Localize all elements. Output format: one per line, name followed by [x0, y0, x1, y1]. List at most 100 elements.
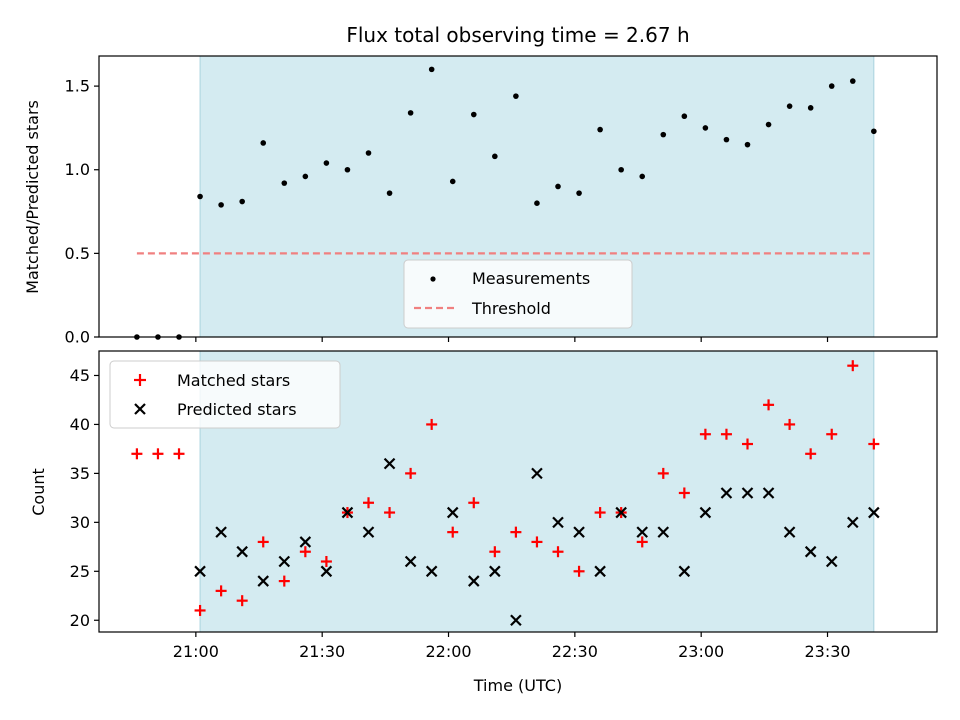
predicted-stars-point	[362, 526, 375, 538]
matched-stars-point	[847, 360, 859, 372]
count-panel: 20 25 30 35 40 45 21:00 21:30 22:00 22:30 23:00 23…	[29, 350, 938, 695]
matched-stars-point	[363, 497, 375, 509]
matched-stars-point	[573, 565, 585, 577]
measurement-point	[492, 153, 498, 160]
matched-stars-point	[699, 428, 711, 440]
xtick-label: 21:00	[173, 642, 219, 661]
matched-stars-point	[657, 467, 669, 479]
matched-stars-point	[784, 418, 796, 430]
measurement-point	[744, 141, 751, 148]
predicted-stars-point	[636, 526, 649, 538]
predicted-stars-point	[594, 565, 606, 578]
matched-stars-point	[215, 585, 227, 597]
legend-threshold-label: Threshold	[471, 299, 551, 318]
measurement-point	[723, 136, 730, 143]
measurement-point	[871, 128, 877, 135]
count-ytick-label: 20	[70, 611, 90, 630]
predicted-stars-point	[825, 555, 838, 568]
measurement-point	[639, 173, 646, 180]
measurement-point	[197, 193, 203, 200]
matched-stars-point	[531, 536, 543, 548]
predicted-stars-point	[699, 506, 712, 519]
measurement-point	[828, 83, 835, 89]
legend-measurements-marker	[430, 276, 436, 282]
measurement-point	[849, 78, 856, 84]
measurement-point	[702, 125, 709, 131]
matched-stars-point	[405, 467, 417, 479]
predicted-stars-point	[404, 555, 417, 568]
ratio-y-axis-label: Matched/Predicted stars	[23, 100, 42, 294]
count-ytick-label: 40	[70, 415, 90, 434]
measurement-point	[660, 131, 667, 138]
predicted-stars-point	[299, 536, 312, 548]
matched-stars-point	[173, 448, 185, 460]
matched-stars-point	[278, 575, 290, 587]
matched-stars-point	[594, 507, 606, 519]
predicted-stars-point	[657, 526, 670, 538]
predicted-stars-point	[468, 575, 480, 587]
matched-stars-point	[236, 595, 248, 607]
predicted-stars-point	[804, 545, 817, 558]
chart-title: Flux total observing time = 2.67 h	[346, 23, 689, 47]
matched-stars-point	[426, 418, 438, 430]
matched-stars-point	[194, 604, 206, 616]
matched-stars-point	[826, 428, 838, 440]
matched-stars-point	[152, 448, 164, 460]
measurement-point	[365, 150, 372, 156]
measurement-point	[281, 180, 288, 186]
predicted-stars-point	[531, 467, 543, 480]
ratio-panel: 0.0 0.5 1.0 1.5 Matched/Predicted stars Mea…	[23, 55, 938, 347]
matched-stars-point	[257, 536, 269, 548]
predicted-stars-point	[236, 545, 248, 558]
matched-stars-point	[763, 399, 775, 411]
predicted-stars-point	[847, 516, 859, 529]
measurement-point	[765, 121, 772, 128]
measurement-point	[239, 198, 245, 205]
xtick-label: 22:30	[552, 642, 598, 661]
predicted-stars-point	[194, 565, 206, 578]
measurement-point	[407, 110, 414, 116]
measurement-point	[449, 178, 456, 185]
measurement-point	[576, 190, 582, 196]
matched-stars-point	[384, 507, 396, 519]
xtick-label: 22:00	[425, 642, 471, 661]
predicted-stars-point	[341, 506, 354, 519]
x-axis-label: Time (UTC)	[473, 676, 562, 695]
ratio-ytick-label: 0.0	[65, 328, 90, 347]
predicted-stars-point	[257, 575, 270, 587]
xtick-label: 23:30	[804, 642, 850, 661]
xtick-label: 21:30	[299, 642, 345, 661]
predicted-stars-point	[215, 526, 227, 538]
predicted-stars-point	[678, 565, 691, 578]
predicted-stars-point	[320, 565, 333, 578]
xtick-label: 23:00	[678, 642, 724, 661]
matched-stars-point	[552, 546, 564, 558]
predicted-stars-point	[741, 487, 754, 499]
measurement-point	[786, 103, 793, 109]
ratio-plot-frame	[98, 55, 938, 338]
predicted-stars-point	[425, 565, 438, 578]
measurement-point	[386, 190, 393, 196]
predicted-stars-point	[489, 565, 501, 578]
matched-stars-point	[868, 438, 880, 450]
measurement-point	[470, 111, 477, 118]
count-legend: Matched stars Predicted stars	[109, 360, 341, 429]
count-ytick-label: 30	[70, 513, 90, 532]
matched-stars-point	[299, 546, 311, 558]
predicted-stars-point	[552, 516, 564, 529]
matched-stars-point	[468, 497, 480, 509]
legend-measurements-label: Measurements	[472, 269, 590, 288]
measurement-point	[807, 105, 814, 111]
legend-matched-marker	[134, 374, 146, 386]
ratio-ytick-label: 1.0	[65, 160, 90, 179]
count-ytick-label: 25	[70, 562, 90, 581]
matched-stars-point	[636, 536, 648, 548]
measurement-point	[513, 93, 519, 99]
matched-stars-point	[742, 438, 754, 450]
predicted-stars-point	[762, 487, 775, 499]
ratio-ytick-label: 1.5	[65, 77, 90, 96]
predicted-stars-point	[720, 487, 733, 499]
measurement-point	[323, 160, 330, 166]
matched-stars-point	[489, 546, 501, 558]
